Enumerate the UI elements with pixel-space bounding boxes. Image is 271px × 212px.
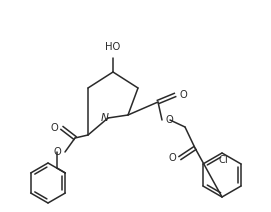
Text: O: O [166,115,174,125]
Text: O: O [179,90,187,100]
Text: HO: HO [105,42,121,52]
Text: O: O [53,147,61,157]
Text: O: O [168,153,176,163]
Text: Cl: Cl [218,155,228,165]
Text: O: O [50,123,58,133]
Text: N: N [101,113,109,123]
